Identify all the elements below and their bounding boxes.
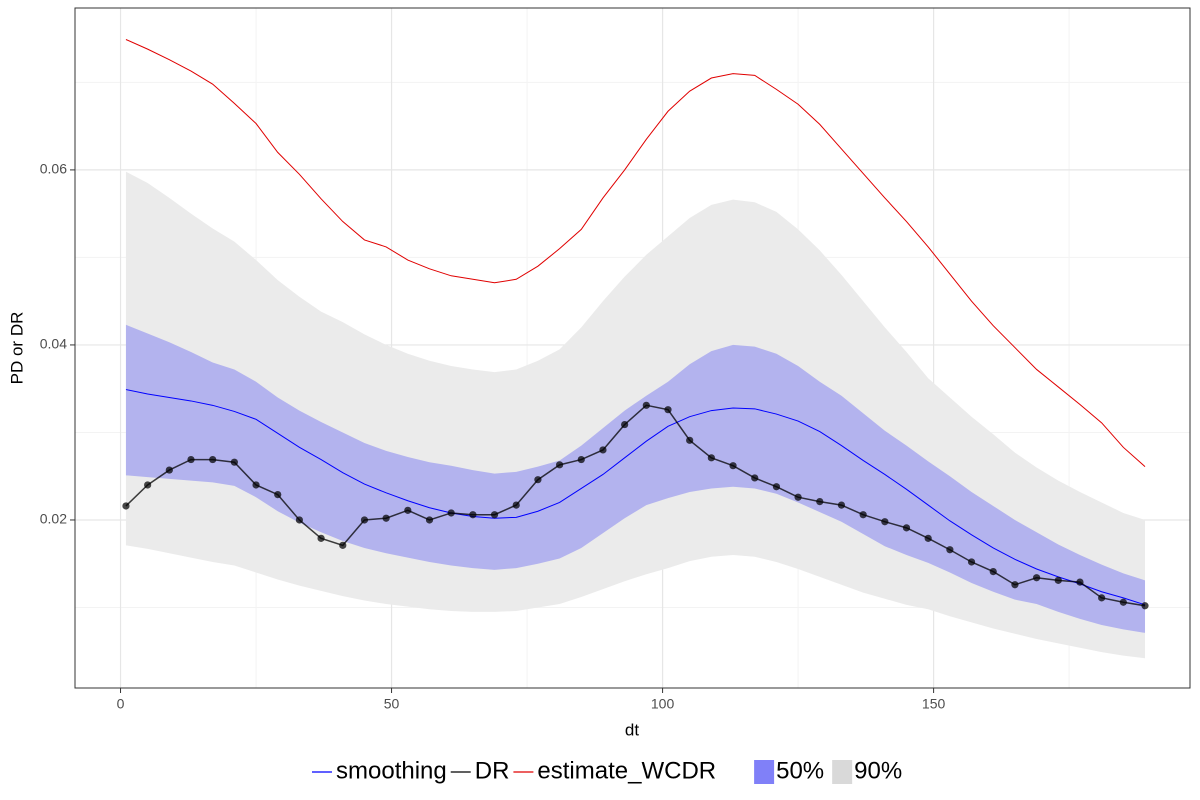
- dr-point: [339, 541, 347, 549]
- dr-point: [967, 558, 976, 566]
- series-line: [125, 39, 1146, 467]
- legend-key: [754, 760, 775, 784]
- dr-point: [534, 476, 542, 484]
- x-axis-title: dt: [625, 720, 639, 739]
- dr-point: [859, 511, 867, 519]
- y-tick-label: 0.04: [40, 336, 67, 352]
- y-axis-title: PD or DR: [7, 312, 26, 385]
- legend-label: 50%: [776, 757, 824, 784]
- legend-label: 90%: [854, 757, 902, 784]
- dr-point: [686, 436, 694, 444]
- dr-point: [469, 511, 477, 519]
- x-tick-label: 150: [922, 696, 946, 712]
- plot-border: [74, 7, 1191, 689]
- x-tick-label: 100: [651, 696, 675, 712]
- dr-point: [1054, 576, 1062, 584]
- dr-point: [1119, 598, 1127, 606]
- dr-point: [751, 474, 759, 482]
- dr-point: [404, 506, 412, 514]
- legend-label: estimate_WCDR: [537, 757, 716, 784]
- dr-point: [360, 516, 369, 524]
- dr-point: [274, 490, 282, 499]
- dr-line: [125, 404, 1146, 607]
- dr-point: [642, 401, 650, 409]
- dr-point: [881, 518, 889, 526]
- dr-point: [1076, 578, 1084, 586]
- dr-point: [989, 568, 997, 576]
- dr-point: [664, 406, 672, 414]
- dr-point: [729, 462, 737, 470]
- dr-point: [447, 509, 455, 517]
- dr-point: [187, 455, 195, 464]
- dr-point: [1032, 574, 1041, 582]
- dr-point: [252, 481, 260, 489]
- dr-point: [317, 534, 325, 542]
- dr-point: [555, 461, 564, 469]
- dr-point: [837, 501, 846, 509]
- dr-point: [924, 534, 932, 542]
- dr-point: [599, 446, 607, 454]
- plot-layers: 0 50 100 150 0.02 0.04 0.06: [40, 7, 1191, 784]
- legend-label: smoothing: [336, 757, 447, 784]
- dr-point: [209, 455, 217, 464]
- dr-point: [230, 458, 238, 466]
- legend-label: DR: [475, 757, 510, 784]
- dr-point: [1098, 594, 1106, 602]
- dr-point: [1141, 602, 1149, 610]
- band: [125, 324, 1146, 633]
- dr-point: [621, 420, 629, 429]
- dr-point: [512, 501, 520, 509]
- dr-point: [1011, 581, 1019, 589]
- dr-point: [165, 466, 173, 474]
- x-tick-label: 0: [117, 696, 125, 712]
- dr-point: [794, 493, 802, 501]
- dr-point: [707, 454, 715, 462]
- dr-point: [382, 514, 390, 522]
- dr-point: [490, 511, 499, 519]
- dr-point: [425, 516, 434, 524]
- dr-point: [816, 497, 824, 506]
- dr-point: [577, 455, 585, 464]
- legend-key: [832, 760, 853, 784]
- y-tick-label: 0.02: [40, 511, 67, 527]
- dr-point: [772, 483, 781, 491]
- dr-point: [946, 546, 954, 554]
- y-tick-label: 0.06: [40, 161, 67, 177]
- dr-point: [295, 516, 304, 524]
- x-tick-label: 50: [384, 696, 400, 712]
- dr-point: [144, 481, 152, 489]
- series-line: [125, 389, 1146, 606]
- dr-point: [122, 502, 130, 510]
- dr-point: [902, 524, 911, 532]
